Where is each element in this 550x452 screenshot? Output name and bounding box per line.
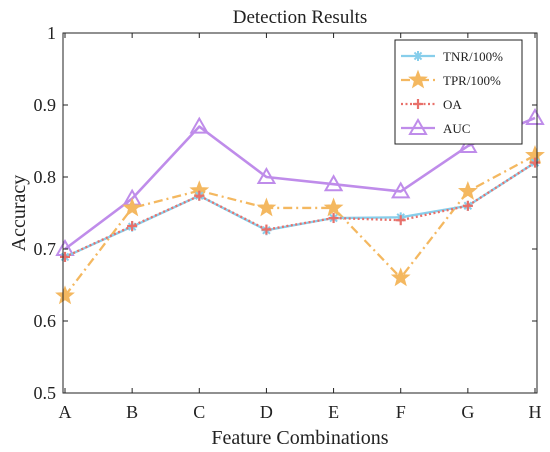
legend: TNR/100% TPR/100% OA AUC	[394, 39, 523, 145]
oa-marker	[127, 220, 138, 231]
plot-frame	[62, 32, 538, 394]
auc-series-line	[64, 116, 536, 251]
tnr-legend-label: TNR/100%	[443, 49, 503, 64]
auc-marker	[525, 107, 545, 125]
tpr-marker	[122, 197, 143, 217]
oa-marker	[413, 99, 423, 109]
auc-marker	[458, 136, 478, 154]
x-tick-label: A	[59, 402, 72, 422]
oa-marker	[194, 190, 205, 201]
oa-marker	[395, 215, 406, 226]
auc-legend-label: AUC	[443, 121, 470, 136]
y-tick-label: 0.8	[34, 167, 57, 187]
oa-marker	[261, 224, 272, 235]
oa-marker	[530, 157, 540, 168]
tpr-series-line	[64, 154, 536, 297]
y-tick-label: 0.7	[34, 239, 57, 259]
tpr-marker	[55, 285, 75, 305]
x-tick-label: E	[328, 402, 339, 422]
tpr-marker	[256, 197, 277, 217]
oa-series-line	[64, 161, 536, 258]
tpr-marker	[457, 180, 478, 200]
auc-marker	[390, 181, 411, 199]
x-tick-label: F	[396, 402, 406, 422]
oa-legend-label: OA	[443, 97, 462, 112]
tpr-legend-label: TPR/100%	[443, 73, 501, 88]
y-tick-label: 0.5	[34, 383, 57, 403]
x-tick-label: G	[461, 402, 474, 422]
chart-title: Detection Results	[233, 7, 368, 28]
x-tick-label: D	[260, 402, 273, 422]
x-tick-label: H	[529, 402, 542, 422]
tpr-marker	[390, 267, 411, 287]
tpr-marker	[323, 197, 344, 217]
auc-marker	[189, 116, 210, 134]
oa-marker	[462, 200, 473, 211]
auc-marker	[256, 166, 277, 184]
oa-marker	[328, 213, 339, 224]
oa-marker	[60, 251, 70, 262]
y-tick-label: 0.6	[34, 311, 57, 331]
y-tick-label: 0.9	[34, 95, 57, 115]
y-tick-label: 1	[47, 23, 56, 43]
tpr-marker	[408, 69, 428, 89]
x-axis-title: Feature Combinations	[211, 427, 388, 449]
auc-marker	[323, 174, 344, 192]
auc-marker	[408, 117, 428, 135]
y-axis-title: Accuracy	[8, 175, 30, 252]
tnr-marker	[413, 51, 423, 61]
x-tick-label: B	[126, 402, 138, 422]
x-tick-label: C	[193, 402, 205, 422]
